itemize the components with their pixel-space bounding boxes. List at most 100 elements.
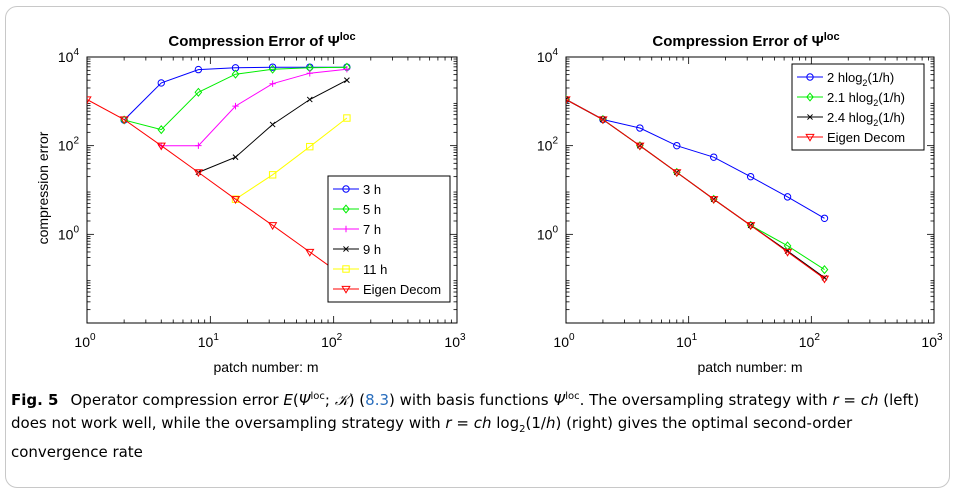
- data-point: [231, 69, 240, 79]
- equation-link[interactable]: 8.3: [365, 391, 390, 409]
- legend-label: 2.4 hlog2(1/h): [827, 110, 905, 128]
- x-tick-base: 10: [921, 334, 937, 350]
- right-plot-title-main: Compression Error of Ψ: [652, 33, 823, 50]
- data-point: [343, 77, 350, 84]
- data-point: [232, 154, 239, 161]
- y-tick-exp: 4: [552, 47, 558, 58]
- legend-marker: [342, 225, 350, 233]
- caption-segment: Operator compression error: [70, 391, 284, 409]
- legend-label-main: 11 h: [363, 262, 387, 277]
- data-point: [673, 141, 681, 150]
- data-point: [269, 121, 276, 128]
- legend-box: [327, 175, 451, 303]
- caption-segment: ch: [473, 413, 492, 432]
- left-plot-title-sup: loc: [340, 31, 356, 43]
- legend-label: 2 hlog2(1/h): [827, 70, 894, 88]
- x-tick-base: 10: [198, 334, 214, 350]
- legend-entry: 11 h: [333, 262, 387, 277]
- left-plot-xlabel: patch number: m: [213, 359, 318, 375]
- y-tick-exp: 4: [73, 47, 79, 58]
- series-line: [566, 99, 825, 280]
- x-tick-exp: 2: [814, 332, 820, 343]
- left-series-3: [158, 66, 351, 149]
- x-tick-exp: 0: [90, 332, 96, 343]
- data-point: [268, 171, 277, 179]
- caption-segment: r: [832, 391, 839, 409]
- legend-entry: 2 hlog2(1/h): [797, 70, 894, 88]
- x-tick-base: 10: [553, 334, 569, 350]
- x-tick-base: 10: [799, 334, 815, 350]
- legend-label: 11 h: [363, 262, 387, 277]
- data-point: [306, 96, 313, 103]
- caption-segment: (left) does not work well, while the ove…: [11, 391, 920, 432]
- x-tick-label: 103: [921, 332, 943, 350]
- legend-label-main: 2.4 hlog: [827, 110, 873, 125]
- right-plot-title-sup: loc: [824, 31, 840, 43]
- x-tick-base: 10: [444, 334, 460, 350]
- data-point: [598, 116, 608, 125]
- y-tick-exp: 2: [552, 136, 558, 147]
- data-point: [269, 80, 276, 87]
- caption-segment: ) (right) gives the optimal second-order…: [11, 413, 853, 462]
- legend-marker: [343, 246, 349, 252]
- left-plot-legend: 3 h 5 h 7 h 9 h 11 h Eigen Decom: [327, 175, 451, 303]
- left-series-5: [231, 114, 351, 203]
- data-point: [194, 65, 203, 74]
- data-point: [232, 102, 239, 110]
- legend-box: [791, 63, 925, 151]
- legend-label: 2.1 hlog2(1/h): [827, 90, 905, 108]
- legend-entry: 7 h: [333, 222, 381, 237]
- legend-marker: [342, 265, 350, 273]
- data-point: [566, 96, 571, 105]
- x-tick-label: 101: [198, 332, 220, 350]
- y-tick-label: 100: [58, 224, 80, 242]
- legend-label-main: 3 h: [363, 182, 381, 197]
- legend-label-main: 2 hlog: [827, 70, 862, 85]
- legend-label: Eigen Decom: [363, 282, 441, 297]
- x-tick-label: 102: [321, 332, 343, 350]
- y-tick-label: 104: [537, 47, 559, 65]
- caption-segment: (1/: [525, 413, 546, 432]
- x-tick-label: 103: [444, 332, 466, 350]
- data-point: [193, 169, 204, 178]
- series-line: [235, 117, 348, 200]
- legend-label-main: 2.1 hlog: [827, 90, 873, 105]
- data-point: [156, 142, 166, 151]
- data-point: [820, 265, 829, 275]
- legend-entry: 2.4 hlog2(1/h): [797, 110, 905, 128]
- legend-label: 9 h: [363, 242, 381, 257]
- legend-marker: [342, 204, 350, 214]
- legend-label-sub: 2: [873, 98, 878, 108]
- data-point: [267, 222, 278, 231]
- caption-segment: log: [491, 413, 520, 432]
- y-tick-label: 102: [537, 136, 559, 154]
- caption-segment: Ψ: [553, 391, 566, 409]
- x-tick-base: 10: [676, 334, 692, 350]
- caption-segment: ch: [860, 391, 879, 409]
- legend-label-tail: (1/h): [867, 70, 894, 85]
- data-point: [230, 196, 241, 204]
- data-point: [343, 66, 351, 73]
- right-plot-title: Compression Error of Ψloc: [652, 31, 839, 50]
- legend-entry: 5 h: [333, 202, 381, 217]
- series-line: [123, 66, 347, 121]
- legend-label: 5 h: [363, 202, 381, 217]
- data-point: [195, 142, 202, 149]
- caption-segment: loc: [565, 391, 580, 402]
- left-plot: Compression Error of Ψloc patch number: …: [35, 31, 466, 375]
- y-tick-exp: 0: [552, 224, 558, 235]
- x-tick-base: 10: [321, 334, 337, 350]
- x-tick-exp: 3: [460, 332, 466, 343]
- legend-marker: [806, 73, 814, 81]
- data-point: [710, 153, 718, 161]
- data-point: [745, 222, 756, 231]
- caption-segment: 𝒦: [334, 391, 349, 409]
- legend-entry: Eigen Decom: [797, 130, 905, 145]
- data-point: [119, 116, 129, 125]
- caption-text: Operator compression error E(Ψloc; 𝒦) (8…: [11, 391, 919, 461]
- left-plot-title: Compression Error of Ψloc: [168, 31, 355, 50]
- y-tick-exp: 0: [73, 224, 79, 235]
- legend-label-main: 7 h: [363, 222, 381, 237]
- legend-entry: 3 h: [333, 182, 381, 197]
- left-plot-ylabel: compression error: [35, 131, 51, 244]
